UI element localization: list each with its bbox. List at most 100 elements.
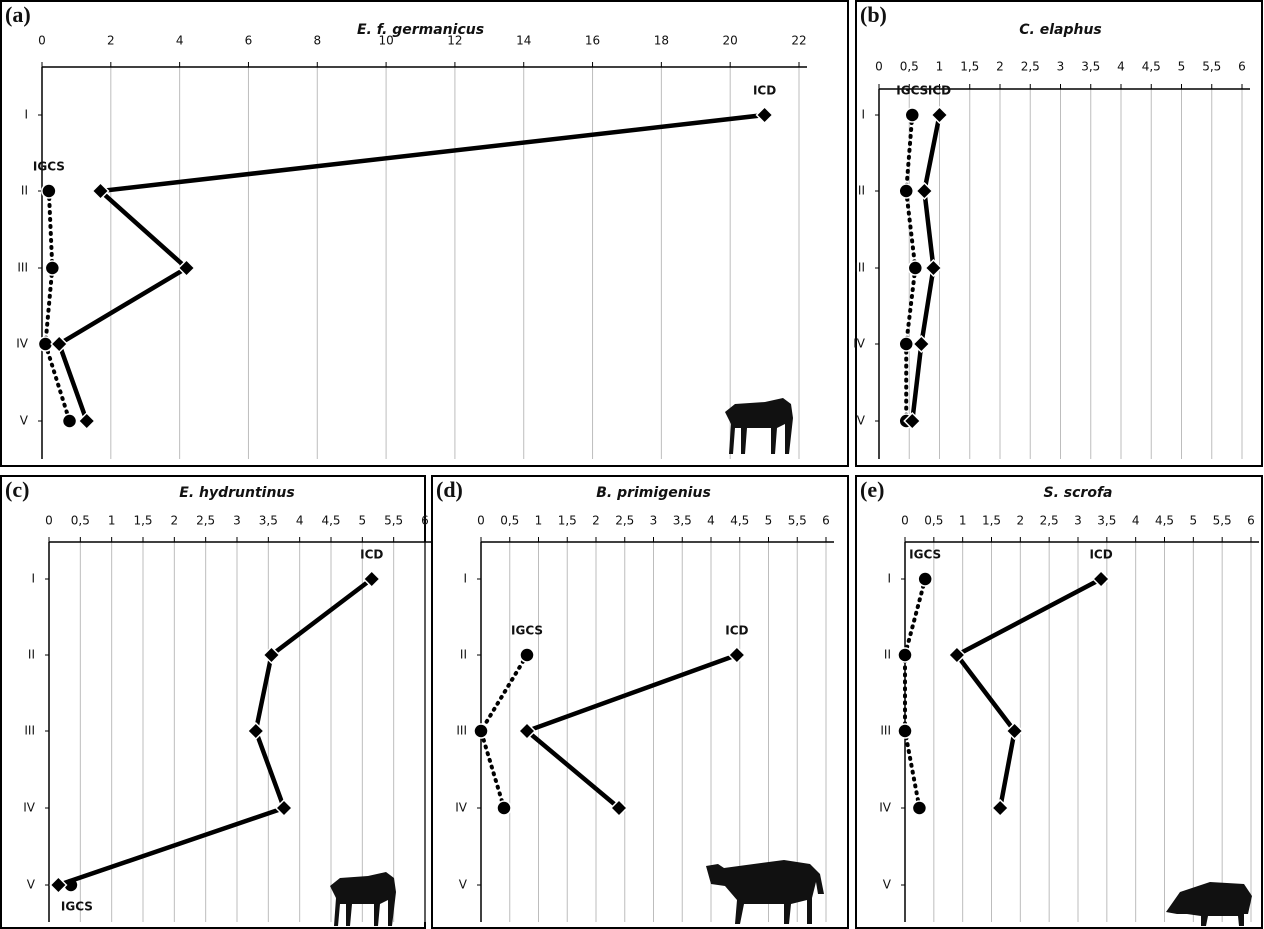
x-tick-label: 22	[791, 34, 806, 48]
x-tick-label: 6	[822, 514, 830, 528]
point	[1005, 721, 1024, 741]
panel: (c) E. hydruntinus 0 0,5 1 1,5 2 2,5 3 3,5 4 4,5 5 5,…	[0, 475, 433, 929]
x-tick-label: 5	[765, 514, 773, 528]
x-tick-label: 0,5	[900, 60, 919, 74]
point	[61, 413, 78, 429]
x-tick-label: 20	[723, 34, 738, 48]
panel-title: S. scrofa	[1044, 485, 1113, 501]
x-tick-label: 2,5	[1021, 60, 1040, 74]
y-tick-label: II	[884, 648, 891, 662]
x-tick-label: 4	[1117, 60, 1125, 74]
point	[519, 647, 535, 663]
x-tick-label: 2	[592, 514, 600, 528]
point	[930, 105, 949, 125]
series-label: ICD	[1089, 548, 1112, 562]
point	[917, 571, 933, 587]
series-label: IGCS	[61, 900, 93, 914]
x-tick-label: 1	[535, 514, 543, 528]
series-label: IGCS	[33, 160, 65, 174]
y-tick-label: III	[456, 724, 467, 738]
series-line	[903, 577, 928, 810]
x-tick-label: 8	[313, 34, 321, 48]
point	[912, 334, 931, 354]
x-tick-label: 5,5	[384, 514, 403, 528]
point	[903, 411, 922, 431]
x-tick-label: 3	[233, 514, 241, 528]
x-tick-label: 4	[176, 34, 184, 48]
point	[41, 183, 57, 199]
x-tick-label: 6	[1238, 60, 1246, 74]
y-tick-label: IV	[23, 801, 36, 815]
x-tick-label: 5,5	[788, 514, 807, 528]
x-tick-label: 5	[359, 514, 367, 528]
panel-frame	[855, 475, 1263, 929]
panel-label: (b)	[860, 2, 887, 27]
x-tick-label: 3	[1074, 514, 1082, 528]
x-tick-label: 6	[245, 34, 253, 48]
x-tick-label: 18	[654, 34, 669, 48]
panel: (d) B. primigenius 0 0,5 1 1,5 2 2,5 3 3,5 4 4,5 5 5,…	[431, 475, 849, 929]
point	[473, 723, 489, 739]
panel-label: (a)	[5, 2, 31, 27]
x-tick-label: 1	[936, 60, 944, 74]
panel-frame	[0, 475, 426, 929]
x-tick-label: 1,5	[982, 514, 1001, 528]
point	[1092, 569, 1111, 589]
horse-silhouette	[725, 398, 793, 454]
series-line	[57, 577, 374, 888]
x-tick-label: 5,5	[1213, 514, 1232, 528]
y-tick-label: II	[21, 184, 28, 198]
y-tick-label: IV	[853, 337, 866, 351]
x-tick-label: 2,5	[1040, 514, 1059, 528]
x-tick-label: 0	[38, 34, 46, 48]
y-tick-label: IV	[879, 801, 892, 815]
x-tick-label: 4,5	[1155, 514, 1174, 528]
point	[947, 645, 966, 665]
ass-silhouette	[330, 872, 396, 926]
x-tick-label: 1	[959, 514, 967, 528]
x-tick-label: 12	[447, 34, 462, 48]
boar-silhouette	[1166, 882, 1252, 926]
x-tick-label: 3,5	[1097, 514, 1116, 528]
point	[904, 107, 921, 123]
point	[496, 800, 512, 816]
point	[609, 798, 629, 818]
y-tick-label: III	[880, 724, 891, 738]
x-tick-label: 1,5	[133, 514, 152, 528]
x-tick-label: 4	[707, 514, 715, 528]
x-tick-label: 2,5	[615, 514, 634, 528]
point	[91, 181, 110, 201]
x-tick-label: 0	[477, 514, 485, 528]
x-tick-label: 4	[296, 514, 304, 528]
panel-frame	[0, 0, 849, 467]
x-tick-label: 3	[1057, 60, 1065, 74]
x-tick-label: 3,5	[673, 514, 692, 528]
y-tick-label: III	[854, 261, 865, 275]
panel-label: (c)	[5, 477, 29, 502]
y-tick-label: V	[883, 878, 892, 892]
point	[274, 798, 294, 818]
point	[517, 721, 537, 741]
point	[50, 334, 69, 354]
x-tick-label: 1,5	[960, 60, 979, 74]
x-tick-label: 14	[516, 34, 531, 48]
x-tick-label: 0	[901, 514, 909, 528]
x-tick-label: 6	[1247, 514, 1255, 528]
panel-title: B. primigenius	[596, 485, 711, 501]
point	[755, 105, 774, 125]
point	[177, 258, 196, 278]
y-tick-label: II	[28, 648, 35, 662]
y-tick-label: I	[31, 572, 35, 586]
x-tick-label: 0,5	[924, 514, 943, 528]
x-tick-label: 3	[650, 514, 658, 528]
aurochs-silhouette	[706, 860, 824, 924]
panel-title: E. hydruntinus	[179, 485, 294, 501]
y-tick-label: I	[861, 108, 865, 122]
series-line	[522, 652, 738, 810]
x-tick-label: 2	[996, 60, 1004, 74]
point	[44, 260, 61, 276]
silhouettes	[330, 398, 1252, 926]
